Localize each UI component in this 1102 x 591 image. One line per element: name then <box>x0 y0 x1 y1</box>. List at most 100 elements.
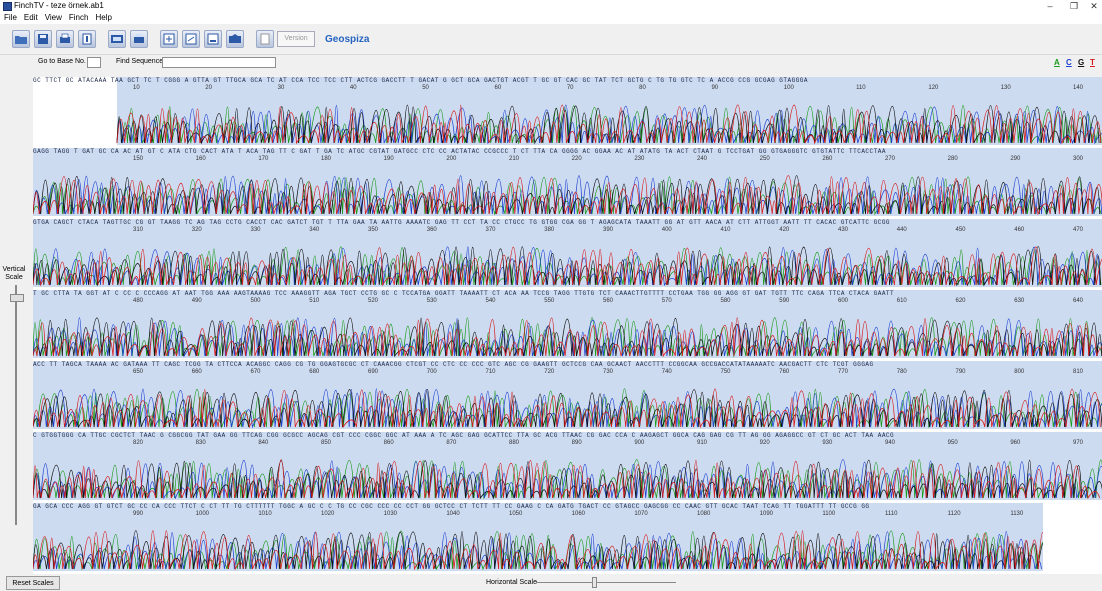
base-filter-t[interactable]: T <box>1090 58 1095 67</box>
save-icon[interactable] <box>34 30 52 48</box>
tick-label: 680 <box>309 369 320 375</box>
chromatogram-panel[interactable]: GC TTCT GC ATACAAA TAA GCT TC T CGGG A G… <box>33 77 1102 574</box>
tick-label: 870 <box>446 440 457 446</box>
title-bar: FinchTV - teze örnek.ab1 – ❐ ✕ <box>0 0 1102 12</box>
tick-label: 670 <box>250 369 261 375</box>
tick-label: 480 <box>133 298 144 304</box>
tick-label: 300 <box>1073 156 1084 162</box>
sequence-view-icon[interactable] <box>108 30 126 48</box>
sequence-text: GC TTCT GC ATACAAA TAA GCT TC T CGGG A G… <box>33 77 809 84</box>
close-button[interactable]: ✕ <box>1090 1 1098 11</box>
toolbar: Version Geospiza <box>0 24 1102 55</box>
open-folder-icon[interactable] <box>12 30 30 48</box>
tick-label: 950 <box>947 440 958 446</box>
tick-label: 880 <box>509 440 520 446</box>
tick-label: 800 <box>1014 369 1025 375</box>
print-preview-icon[interactable] <box>130 30 148 48</box>
tick-label: 380 <box>544 227 555 233</box>
tick-label: 200 <box>446 156 457 162</box>
tick-label: 180 <box>321 156 332 162</box>
trace-plot <box>33 459 1102 500</box>
base-filter-g[interactable]: G <box>1078 58 1085 67</box>
tick-label: 250 <box>759 156 770 162</box>
tick-label: 1040 <box>446 511 460 517</box>
base-trace <box>33 246 1102 287</box>
tick-label: 750 <box>720 369 731 375</box>
tick-label: 10 <box>133 85 140 91</box>
tick-label: 330 <box>250 227 261 233</box>
zoom-fit-icon[interactable] <box>160 30 178 48</box>
tick-label: 370 <box>485 227 496 233</box>
trace-plot <box>33 530 1049 571</box>
find-sequence-input[interactable] <box>162 57 276 68</box>
tick-label: 840 <box>258 440 269 446</box>
tick-label: 510 <box>309 298 320 304</box>
tick-label: 700 <box>426 369 437 375</box>
chromatogram-row: GAGG TAGG T GAT GC CA AC AT GT C ATA CTG… <box>33 148 1102 216</box>
minimize-button[interactable]: – <box>1047 1 1053 11</box>
goto-base-input[interactable] <box>87 57 101 68</box>
tick-label: 490 <box>191 298 202 304</box>
export-icon[interactable] <box>226 30 244 48</box>
tick-label: 850 <box>321 440 332 446</box>
bottom-bar: Reset Scales Horizontal Scale <box>0 574 1102 591</box>
trace-plot <box>33 317 1102 358</box>
tick-label: 620 <box>955 298 966 304</box>
tick-label: 220 <box>571 156 582 162</box>
tick-label: 580 <box>720 298 731 304</box>
trace-plot <box>116 104 1102 145</box>
tick-label: 760 <box>779 369 790 375</box>
tick-label: 720 <box>544 369 555 375</box>
tick-label: 730 <box>603 369 614 375</box>
base-filter-a[interactable]: A <box>1054 58 1060 67</box>
vertical-scale-thumb[interactable] <box>10 294 24 302</box>
tick-label: 690 <box>368 369 379 375</box>
tick-label: 90 <box>711 85 719 91</box>
tick-label: 1090 <box>759 511 774 517</box>
tick-label: 1070 <box>634 511 648 517</box>
base-trace <box>116 104 1102 145</box>
tick-label: 280 <box>947 156 958 162</box>
sequence-text: GTGA CAGCT CTACA TAGTTGC CG GT TAAGG TC … <box>33 219 891 226</box>
horizontal-scale-track[interactable] <box>536 582 676 583</box>
zoom-in-icon[interactable] <box>182 30 200 48</box>
tick-label: 1010 <box>258 511 272 517</box>
tick-label: 410 <box>720 227 731 233</box>
tick-label: 810 <box>1073 369 1084 375</box>
tick-label: 420 <box>779 227 790 233</box>
geospiza-logo[interactable]: Geospiza <box>325 34 370 45</box>
menu-view[interactable]: View <box>44 13 62 22</box>
menu-help[interactable]: Help <box>95 13 112 22</box>
horizontal-scale-thumb[interactable] <box>592 577 597 588</box>
print-icon[interactable] <box>56 30 74 48</box>
zoom-out-icon[interactable] <box>204 30 222 48</box>
tick-label: 50 <box>422 85 429 91</box>
tick-label: 150 <box>133 156 144 162</box>
chromatogram-row: GC TTCT GC ATACAAA TAA GCT TC T CGGG A G… <box>33 77 1102 145</box>
base-trace <box>33 459 1100 500</box>
tick-label: 350 <box>368 227 379 233</box>
tick-label: 190 <box>383 156 394 162</box>
tick-label: 240 <box>697 156 708 162</box>
menu-finch[interactable]: Finch <box>68 13 89 22</box>
tick-label: 170 <box>258 156 269 162</box>
vertical-scale-track[interactable] <box>15 285 17 525</box>
tick-label: 540 <box>485 298 496 304</box>
tick-label: 1030 <box>383 511 398 517</box>
unselected-region <box>33 77 117 145</box>
info-icon[interactable] <box>78 30 96 48</box>
menu-file[interactable]: File <box>4 13 17 22</box>
tick-label: 450 <box>955 227 966 233</box>
tick-label: 930 <box>822 440 833 446</box>
menu-edit[interactable]: Edit <box>23 13 38 22</box>
tick-label: 60 <box>494 85 502 91</box>
find-label: Find Sequence <box>116 58 164 65</box>
tick-label: 500 <box>250 298 261 304</box>
maximize-button[interactable]: ❐ <box>1069 1 1079 11</box>
document-icon[interactable] <box>256 30 274 48</box>
tick-label: 910 <box>697 440 708 446</box>
tick-label: 900 <box>634 440 645 446</box>
base-filter-c[interactable]: C <box>1066 58 1072 67</box>
tick-label: 1110 <box>885 511 898 517</box>
reset-scales-button[interactable]: Reset Scales <box>6 576 60 590</box>
